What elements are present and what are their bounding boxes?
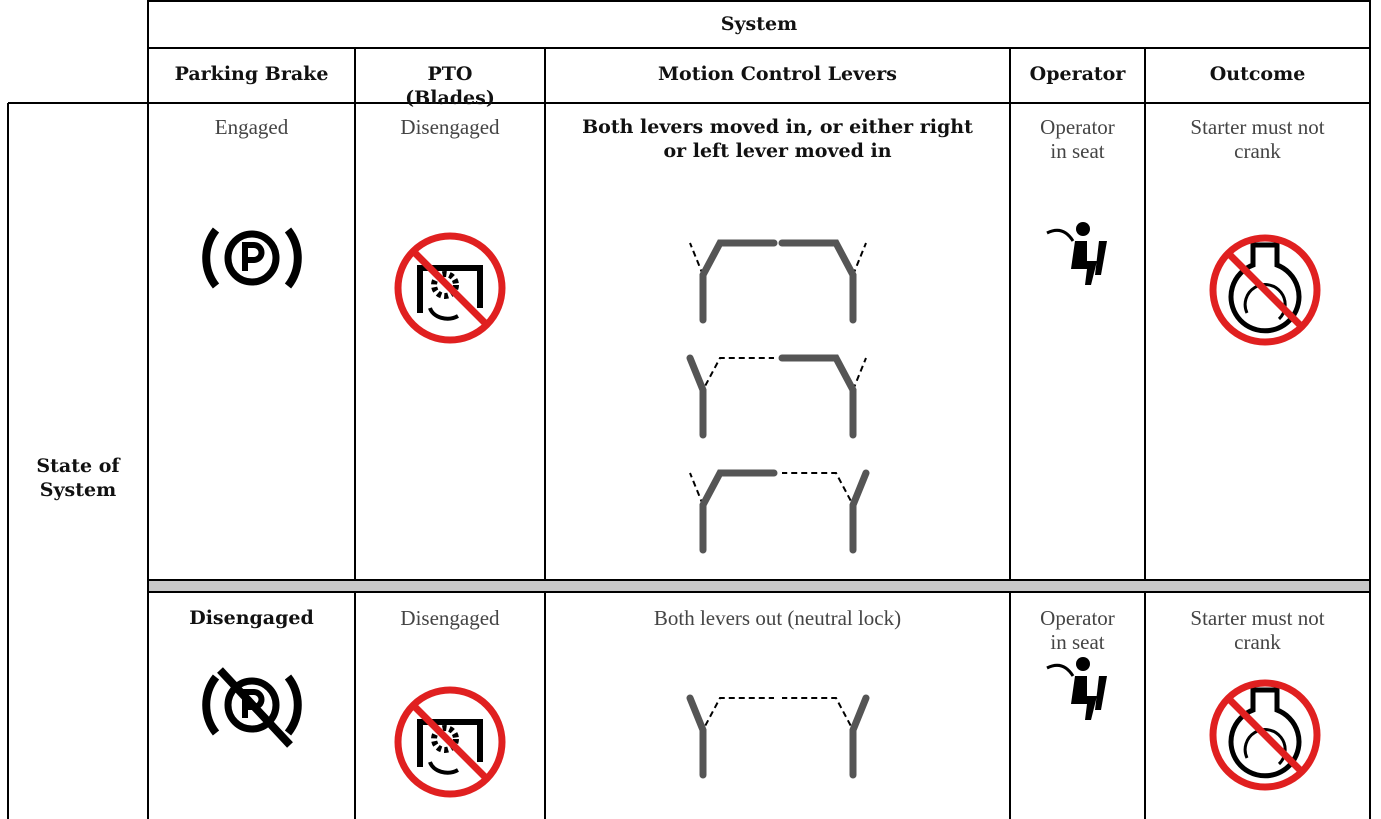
- levers-out: [690, 698, 866, 775]
- prohibited-sign: [398, 236, 502, 340]
- cell: Operator in seat: [1040, 115, 1115, 163]
- column-header: Parking Brake: [174, 63, 329, 85]
- cell: Both levers out (neutral lock): [653, 606, 902, 630]
- prohibited-sign: [398, 690, 502, 794]
- cell: Starter must not crank: [1190, 115, 1325, 163]
- prohibited-sign: [1213, 683, 1317, 787]
- prohibited-sign: [1213, 238, 1317, 342]
- row-header: State of System: [36, 455, 120, 501]
- cell: Disengaged: [400, 606, 500, 630]
- operator-seat-icon: [1045, 655, 1109, 722]
- cell: Disengaged: [189, 607, 314, 629]
- cell: Operator in seat: [1040, 606, 1115, 654]
- column-header: Outcome: [1209, 63, 1306, 85]
- cell: Engaged: [214, 115, 289, 139]
- cell: Both levers moved in, or either right or…: [582, 116, 973, 162]
- row-separator: [148, 580, 1370, 592]
- levers-right-in: [690, 358, 867, 435]
- levers-left-in: [689, 473, 866, 550]
- cell: Disengaged: [400, 115, 500, 139]
- grid-lines: [7, 0, 1371, 819]
- parking-brake-icon: [206, 230, 298, 286]
- column-header: PTO (Blades): [405, 63, 495, 109]
- operator-seat-icon: [1045, 220, 1109, 287]
- column-header: Operator: [1029, 63, 1126, 85]
- levers-both-in: [689, 243, 867, 320]
- column-header: Motion Control Levers: [658, 63, 897, 85]
- cell: Starter must not crank: [1190, 606, 1325, 654]
- table-title: System: [720, 13, 798, 35]
- strike-line: [217, 667, 293, 748]
